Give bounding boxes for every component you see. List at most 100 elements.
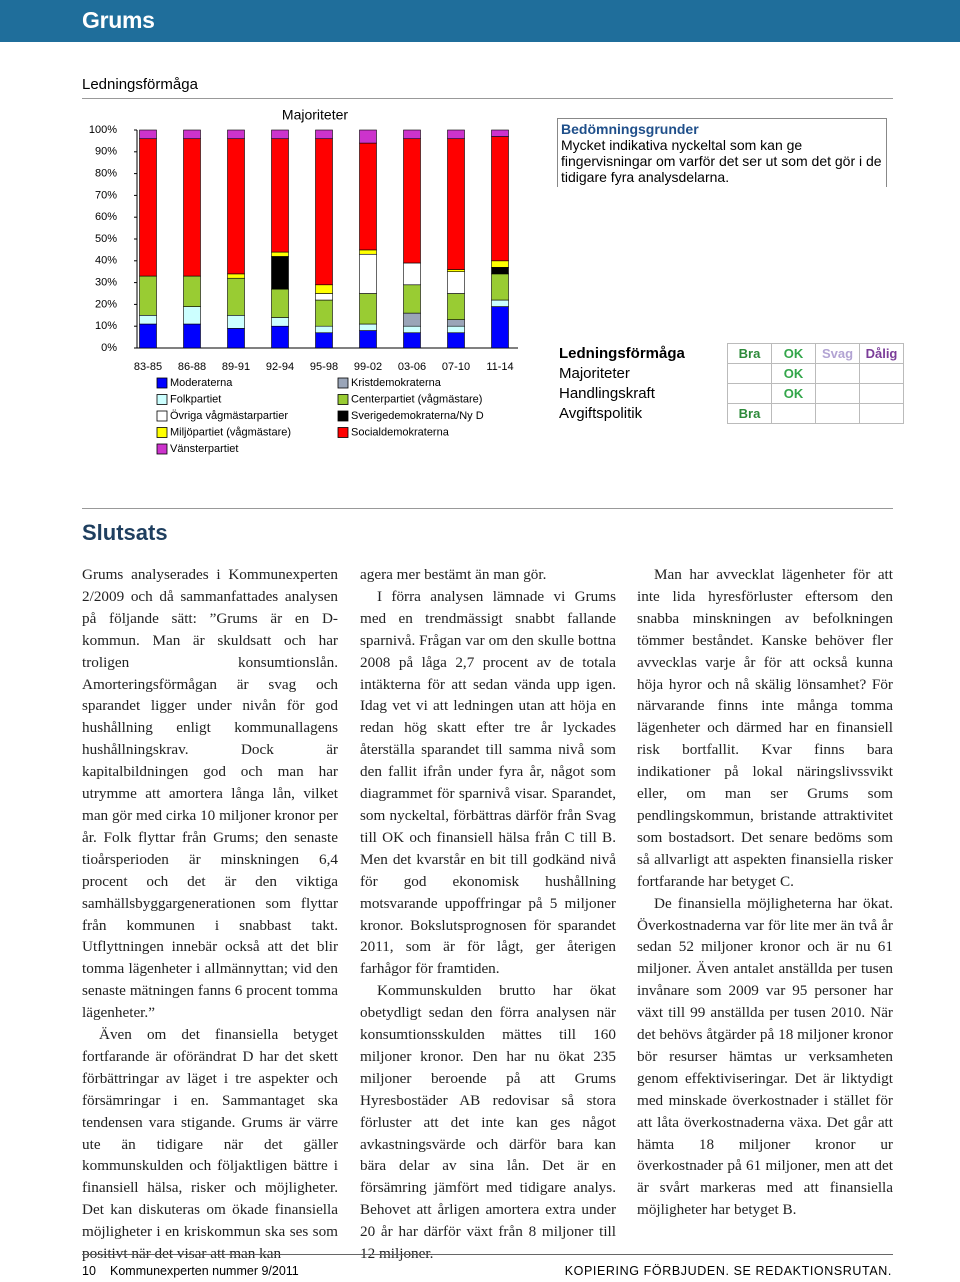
legend-label: Övriga vågmästarpartier <box>170 410 288 422</box>
y-tick-label: 40% <box>95 255 117 267</box>
x-tick-label: 89-91 <box>222 361 250 373</box>
bar-segment <box>227 138 245 275</box>
y-tick-label: 80% <box>95 168 117 180</box>
bar-segment <box>227 277 245 316</box>
header-bar: Grums <box>0 0 960 42</box>
rating-cell <box>727 383 772 404</box>
legend-swatch <box>156 410 168 422</box>
criteria-box: Bedömningsgrunder Mycket indikativa nyck… <box>557 118 887 187</box>
legend-swatch <box>337 377 349 389</box>
paragraph: I förra analysen lämnade vi Grums med en… <box>360 587 616 978</box>
bar-segment <box>359 129 377 144</box>
rating-cell: OK <box>771 383 816 404</box>
divider <box>82 508 893 509</box>
bar-segment <box>139 314 157 325</box>
rating-cell <box>859 363 904 384</box>
bar-segment <box>271 317 289 327</box>
legend-label: Sverigedemokraterna/Ny D <box>351 410 484 422</box>
bar-segment <box>315 299 333 327</box>
text-column: Man har avvecklat lägenheter för att int… <box>637 564 893 1221</box>
legend-label: Folkpartiet <box>170 393 221 405</box>
y-tick-label: 100% <box>89 124 117 136</box>
bar-segment <box>403 284 421 314</box>
bar-segment <box>315 284 333 294</box>
legend-label: Miljöpartiet (vågmästare) <box>170 426 291 438</box>
bar-segment <box>447 332 465 349</box>
bar-segment <box>359 142 377 251</box>
rating-label: Avgiftspolitik <box>559 405 643 422</box>
legend-swatch <box>337 394 349 405</box>
bar-segment <box>315 129 333 140</box>
bar-segment <box>139 129 157 140</box>
bar-segment <box>315 293 333 301</box>
bar-segment <box>359 249 377 255</box>
bar-segment <box>359 323 377 331</box>
rating-cell: OK <box>771 363 816 384</box>
rating-header-cell: Svag <box>815 343 860 364</box>
legend-swatch <box>156 427 168 438</box>
bar-segment <box>447 319 465 327</box>
bar-segment <box>271 325 289 349</box>
bar-segment <box>403 138 421 264</box>
rating-cell <box>815 383 860 404</box>
y-tick-label: 90% <box>95 146 117 158</box>
bar-segment <box>271 288 289 318</box>
bar-segment <box>491 273 509 301</box>
rating-header-cell: OK <box>771 343 816 364</box>
rating-cell: Bra <box>727 403 772 424</box>
rating-header-cell: Dålig <box>859 343 904 364</box>
y-tick-label: 50% <box>95 233 117 245</box>
rating-cell <box>815 403 860 424</box>
x-tick-label: 95-98 <box>310 361 338 373</box>
rating-table: Ledningsförmåga Bra OK Svag Dålig Majoriteter… <box>557 343 904 424</box>
paragraph: Kommunskulden brutto har ökat obetydligt… <box>360 982 616 1263</box>
bar-segment <box>447 325 465 334</box>
section-title: Slutsats <box>82 520 168 545</box>
rating-label: Majoriteter <box>559 365 630 382</box>
text-column: Grums analyserades i Kommunexperten 2/20… <box>82 564 338 1265</box>
publication: Kommunexperten nummer 9/2011 <box>110 1264 299 1278</box>
bar-segment <box>315 325 333 334</box>
x-tick-label: 83-85 <box>134 361 162 373</box>
bar-segment <box>271 256 289 290</box>
section-title: Ledningsförmåga <box>82 76 198 93</box>
bar-segment <box>447 129 465 140</box>
bar-segment <box>491 299 509 307</box>
bar-segment <box>183 323 201 349</box>
x-tick-label: 07-10 <box>442 361 470 373</box>
page-title: Grums <box>82 7 155 33</box>
x-tick-label: 03-06 <box>398 361 426 373</box>
x-tick-label: 92-94 <box>266 361 294 373</box>
rating-cell <box>859 383 904 404</box>
legend-swatch <box>156 443 168 455</box>
bar-segment <box>315 138 333 286</box>
rating-row: Avgiftspolitik Bra <box>557 403 904 424</box>
x-tick-label: 99-02 <box>354 361 382 373</box>
divider <box>82 1254 893 1255</box>
paragraph: De finansiella möjligheterna har ökat. Ö… <box>637 894 893 1219</box>
bar-segment <box>403 332 421 349</box>
bar-segment <box>359 293 377 325</box>
bar-segment <box>227 129 245 140</box>
x-tick-label: 86-88 <box>178 361 206 373</box>
bar-segment <box>183 275 201 307</box>
bar-segment <box>447 293 465 320</box>
y-tick-label: 30% <box>95 277 117 289</box>
bar-segment <box>359 330 377 349</box>
legend-label: Kristdemokraterna <box>351 377 442 389</box>
copyright-notice: KOPIERING FÖRBJUDEN. SE REDAKTIONSRUTAN. <box>564 1264 892 1278</box>
legend-label: Socialdemokraterna <box>351 426 450 438</box>
bar-segment <box>227 314 245 329</box>
y-tick-label: 60% <box>95 211 117 223</box>
bar-segment <box>139 275 157 316</box>
legend-label: Centerpartiet (vågmästare) <box>351 393 482 405</box>
bar-segment <box>139 323 157 349</box>
y-tick-label: 10% <box>95 320 117 332</box>
paragraph: agera mer bestämt än man gör. <box>360 566 547 583</box>
criteria-title: Bedömningsgrunder <box>561 121 699 137</box>
rating-header: Ledningsförmåga Bra OK Svag Dålig <box>557 343 904 364</box>
bar-segment <box>447 271 465 294</box>
bar-segment <box>491 136 509 262</box>
bar-segment <box>403 312 421 327</box>
